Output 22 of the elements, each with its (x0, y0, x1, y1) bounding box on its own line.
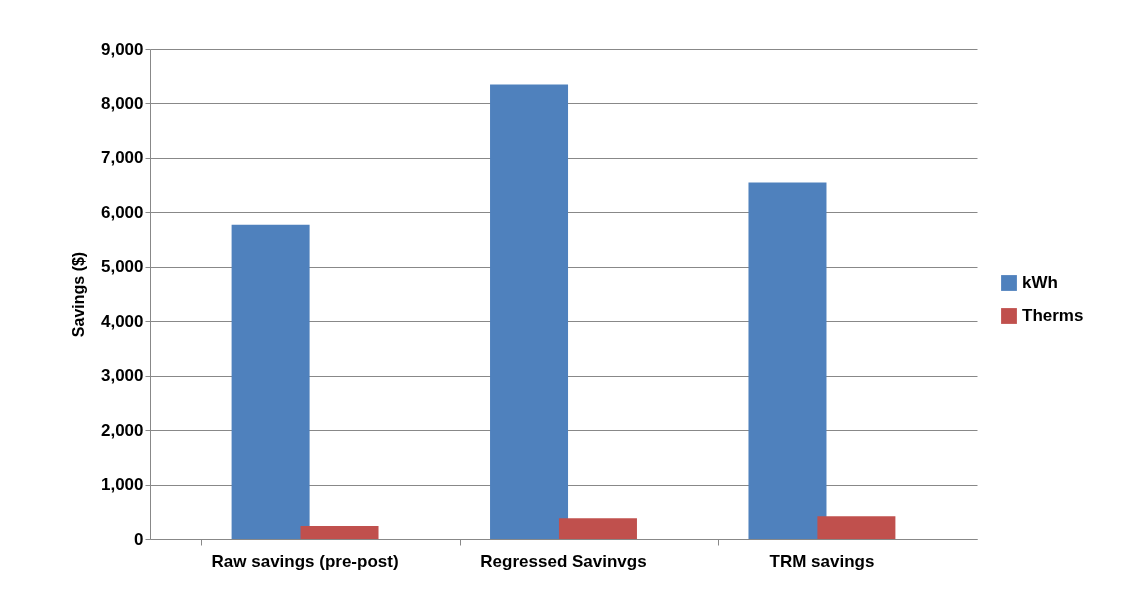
legend-label: kWh (1022, 273, 1058, 292)
y-tick-label: 4,000 (100, 311, 144, 331)
y-axis-title: Savings ($) (69, 251, 87, 338)
y-tick-label: 8,000 (100, 93, 144, 113)
y-tick-label: 0 (134, 529, 144, 549)
bar (558, 518, 637, 539)
y-tick-label: 7,000 (100, 148, 144, 168)
legend-label: Therms (1022, 306, 1084, 325)
y-tick-label: 5,000 (100, 257, 144, 277)
y-tick-label: 6,000 (100, 202, 144, 222)
y-tick-label: 2,000 (100, 420, 144, 440)
x-tick-label: Regressed Savinvgs (480, 551, 647, 571)
bar (817, 516, 896, 539)
bar (748, 182, 827, 539)
y-tick-label: 1,000 (100, 475, 144, 495)
x-tick-label: Raw savings (pre-post) (211, 551, 399, 571)
y-tick-label: 3,000 (100, 366, 144, 386)
bar (300, 525, 379, 539)
y-tick-label: 9,000 (100, 39, 144, 59)
bar (490, 84, 569, 539)
x-tick-label: TRM savings (769, 551, 875, 571)
bar (231, 224, 310, 539)
